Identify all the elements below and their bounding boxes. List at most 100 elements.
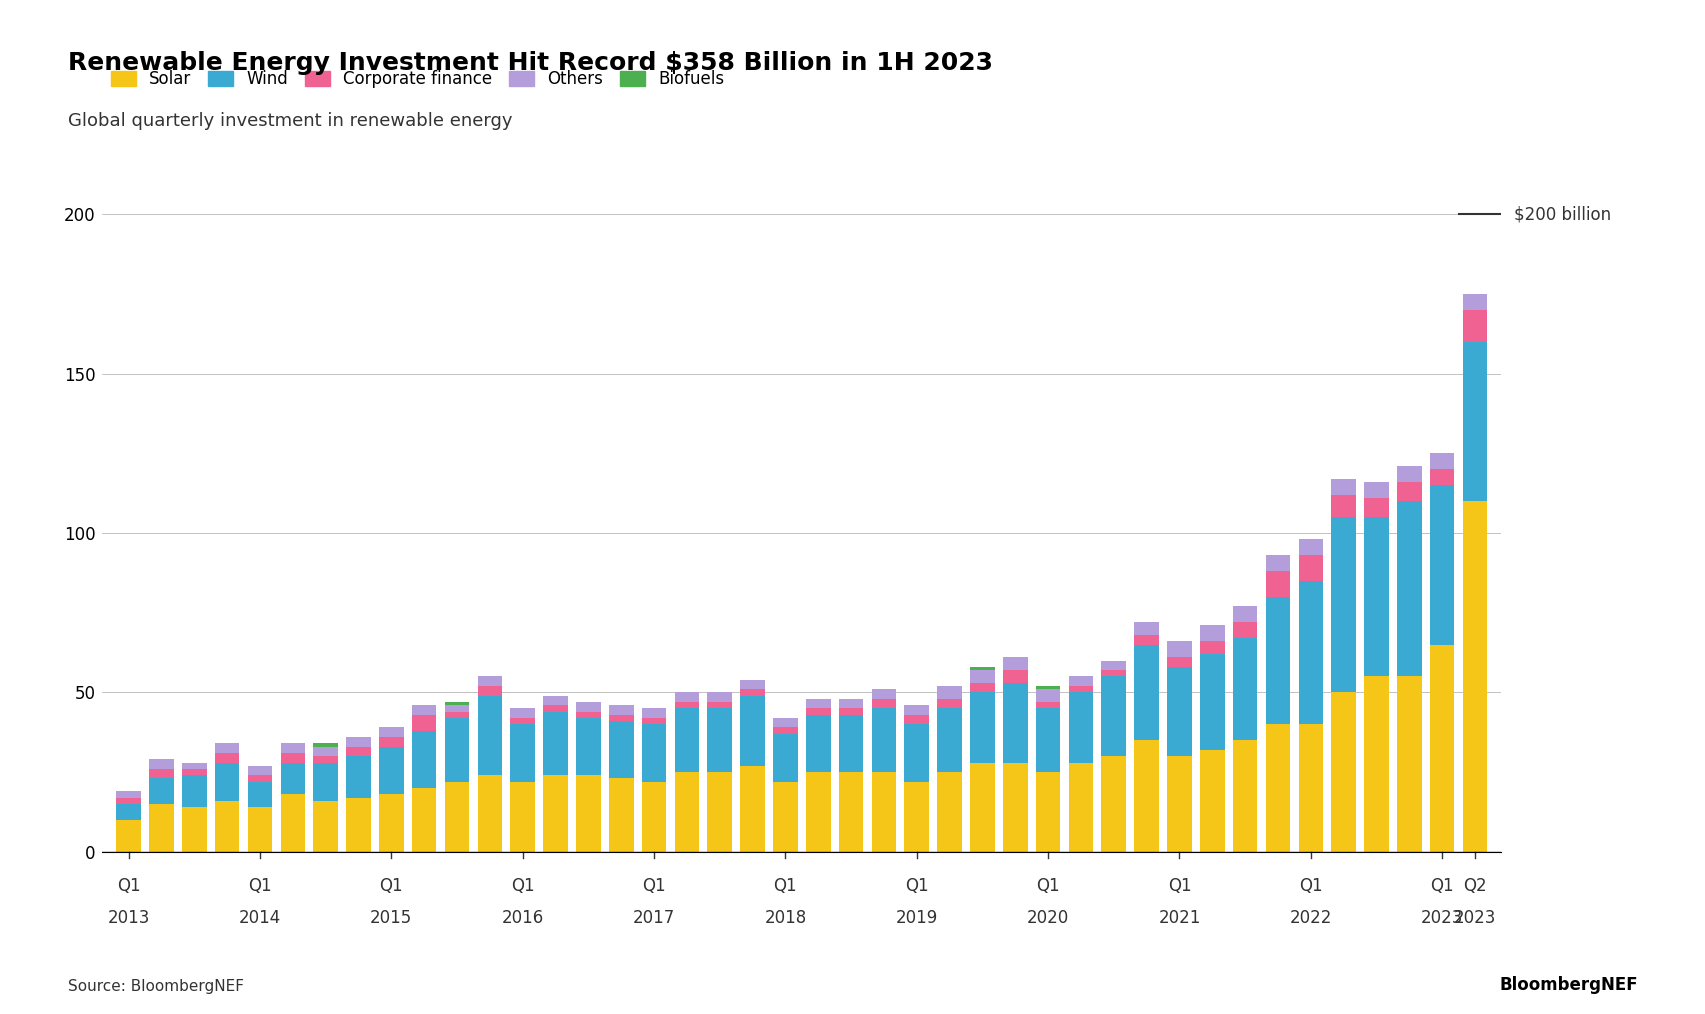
- Bar: [673, 693, 699, 702]
- Bar: [641, 782, 667, 852]
- Bar: [1396, 676, 1420, 852]
- Bar: [445, 712, 469, 718]
- Bar: [477, 676, 501, 686]
- Bar: [411, 731, 436, 788]
- Bar: [542, 776, 568, 852]
- Bar: [641, 718, 667, 724]
- Bar: [116, 820, 142, 852]
- Text: 2013: 2013: [107, 910, 150, 927]
- Bar: [1101, 756, 1125, 852]
- Bar: [609, 779, 633, 852]
- Bar: [445, 702, 469, 705]
- Bar: [673, 702, 699, 709]
- Bar: [936, 709, 962, 772]
- Bar: [346, 746, 370, 756]
- Bar: [1134, 645, 1158, 740]
- Bar: [280, 794, 305, 852]
- Bar: [1067, 676, 1093, 686]
- Bar: [215, 801, 239, 852]
- Bar: [1330, 693, 1355, 852]
- Bar: [314, 756, 338, 763]
- Bar: [1134, 623, 1158, 635]
- Bar: [379, 727, 404, 737]
- Bar: [215, 743, 239, 753]
- Bar: [1233, 740, 1257, 852]
- Text: Q1: Q1: [116, 877, 140, 895]
- Bar: [445, 705, 469, 712]
- Text: BloombergNEF: BloombergNEF: [1499, 975, 1637, 994]
- Bar: [1233, 638, 1257, 740]
- Bar: [116, 804, 142, 820]
- Bar: [379, 746, 404, 794]
- Legend: Solar, Wind, Corporate finance, Others, Biofuels: Solar, Wind, Corporate finance, Others, …: [111, 70, 723, 88]
- Text: Q1: Q1: [1035, 877, 1059, 895]
- Bar: [379, 794, 404, 852]
- Bar: [1067, 686, 1093, 693]
- Bar: [182, 807, 206, 852]
- Bar: [280, 763, 305, 794]
- Bar: [510, 724, 535, 782]
- Bar: [1429, 486, 1454, 645]
- Bar: [673, 772, 699, 852]
- Bar: [411, 705, 436, 715]
- Text: Source: BloombergNEF: Source: BloombergNEF: [68, 979, 244, 994]
- Bar: [708, 709, 731, 772]
- Bar: [1035, 702, 1061, 709]
- Bar: [904, 724, 929, 782]
- Bar: [1101, 660, 1125, 670]
- Bar: [936, 699, 962, 709]
- Text: 2020: 2020: [1026, 910, 1069, 927]
- Bar: [839, 715, 863, 772]
- Bar: [1035, 709, 1061, 772]
- Bar: [1429, 453, 1454, 469]
- Bar: [542, 705, 568, 712]
- Text: 2023: 2023: [1420, 910, 1463, 927]
- Bar: [1330, 479, 1355, 495]
- Bar: [740, 690, 764, 696]
- Bar: [936, 772, 962, 852]
- Bar: [1298, 724, 1323, 852]
- Bar: [1364, 498, 1388, 517]
- Bar: [148, 779, 174, 804]
- Bar: [445, 782, 469, 852]
- Bar: [1101, 670, 1125, 676]
- Bar: [609, 715, 633, 721]
- Text: Q2: Q2: [1463, 877, 1487, 895]
- Bar: [411, 715, 436, 731]
- Text: Q1: Q1: [247, 877, 271, 895]
- Bar: [346, 798, 370, 852]
- Bar: [247, 766, 273, 776]
- Bar: [1364, 482, 1388, 498]
- Bar: [314, 746, 338, 756]
- Text: Q1: Q1: [904, 877, 928, 895]
- Bar: [641, 724, 667, 782]
- Bar: [839, 699, 863, 709]
- Bar: [708, 772, 731, 852]
- Text: Q1: Q1: [1166, 877, 1190, 895]
- Bar: [1003, 682, 1026, 763]
- Bar: [1199, 642, 1224, 654]
- Bar: [1265, 556, 1289, 571]
- Bar: [314, 763, 338, 801]
- Bar: [477, 776, 501, 852]
- Bar: [280, 743, 305, 753]
- Bar: [1429, 469, 1454, 486]
- Bar: [116, 798, 142, 804]
- Bar: [1233, 623, 1257, 638]
- Bar: [1003, 670, 1026, 682]
- Bar: [510, 782, 535, 852]
- Bar: [1067, 693, 1093, 763]
- Bar: [182, 776, 206, 807]
- Bar: [1461, 501, 1487, 852]
- Bar: [772, 727, 798, 734]
- Bar: [1396, 466, 1420, 482]
- Bar: [1461, 310, 1487, 342]
- Bar: [970, 670, 994, 682]
- Bar: [1461, 342, 1487, 501]
- Bar: [772, 718, 798, 727]
- Bar: [970, 667, 994, 670]
- Bar: [1166, 657, 1192, 667]
- Bar: [1364, 676, 1388, 852]
- Bar: [708, 693, 731, 702]
- Bar: [805, 709, 830, 715]
